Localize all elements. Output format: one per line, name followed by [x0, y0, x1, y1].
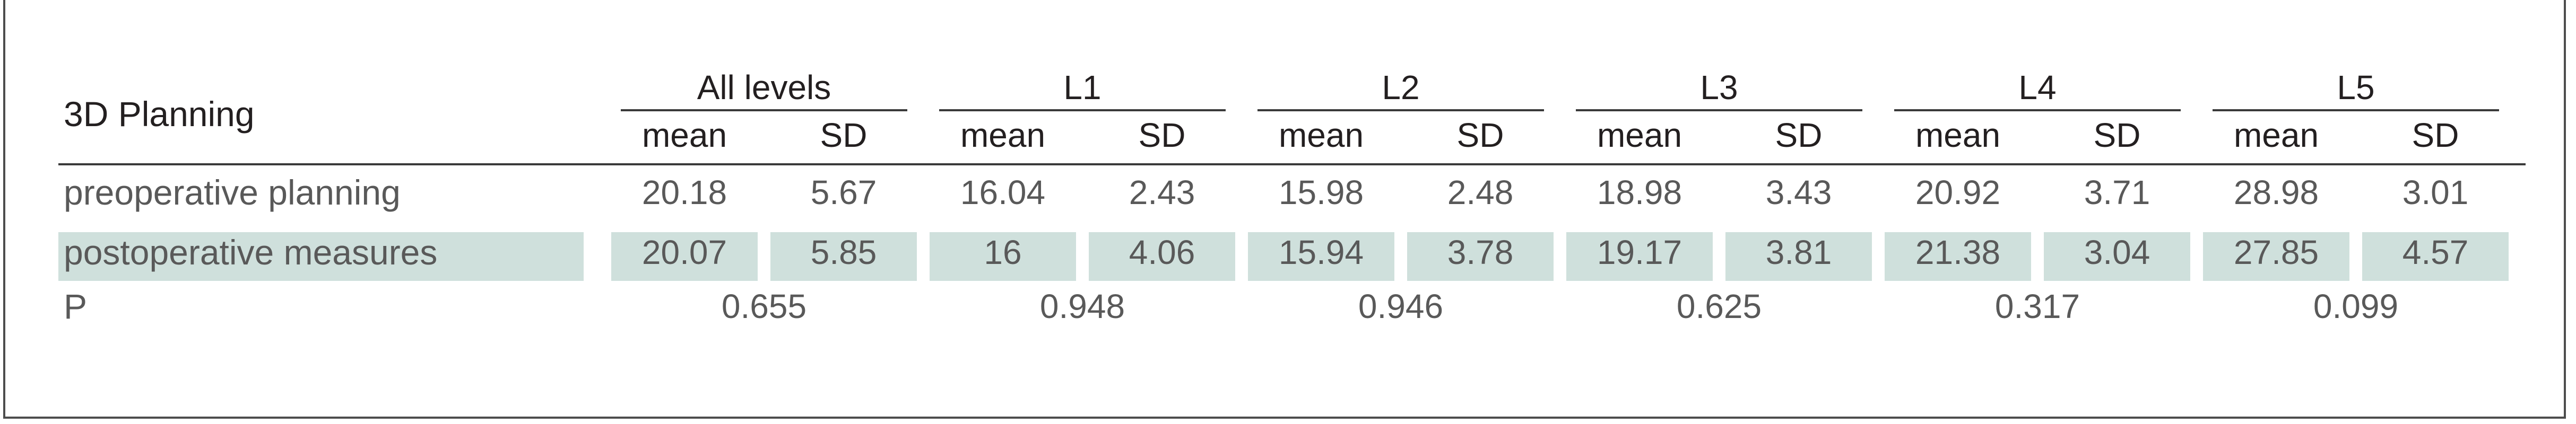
table-cell: 3.78 — [1447, 233, 1514, 271]
table-cell: 3.04 — [2084, 233, 2150, 271]
corner-label: 3D Planning — [64, 94, 255, 134]
p-value: 0.948 — [1039, 287, 1125, 325]
row-shade-cell — [2362, 232, 2509, 281]
group-underline — [2213, 109, 2499, 111]
subheader: mean — [641, 116, 727, 154]
table-cell: 15.98 — [1278, 173, 1364, 211]
table-frame — [3, 0, 2566, 419]
table-cell: 27.85 — [2233, 233, 2319, 271]
group-header: All levels — [697, 68, 831, 107]
group-header: L5 — [2337, 68, 2375, 107]
subheader: SD — [2412, 116, 2459, 154]
p-value: 0.099 — [2313, 287, 2399, 325]
p-value: 0.625 — [1676, 287, 1762, 325]
row-shade-cell — [1566, 232, 1713, 281]
group-underline — [1576, 109, 1862, 111]
row-shade-cell — [2044, 232, 2190, 281]
subheader: SD — [820, 116, 868, 154]
subheader: mean — [1915, 116, 2001, 154]
table-cell: 2.48 — [1447, 173, 1514, 211]
group-header: L3 — [1700, 68, 1738, 107]
row-label: preoperative planning — [64, 172, 401, 212]
group-header: L4 — [2018, 68, 2057, 107]
table-cell: 20.07 — [641, 233, 727, 271]
table-cell: 4.57 — [2402, 233, 2469, 271]
row-shade-cell — [930, 232, 1076, 281]
row-shade-cell — [1725, 232, 1872, 281]
subheader: mean — [2233, 116, 2319, 154]
table-cell: 28.98 — [2233, 173, 2319, 211]
subheader: SD — [2093, 116, 2141, 154]
table-cell: 15.94 — [1278, 233, 1364, 271]
group-underline — [1257, 109, 1544, 111]
table-cell: 3.43 — [1765, 173, 1832, 211]
table-cell: 19.17 — [1597, 233, 1682, 271]
table-cell: 20.18 — [641, 173, 727, 211]
table-cell: 5.67 — [810, 173, 877, 211]
table-cell: 16 — [984, 233, 1022, 271]
header-bottom-rule — [58, 163, 2526, 165]
group-underline — [939, 109, 1226, 111]
table-cell: 2.43 — [1129, 173, 1195, 211]
subheader: SD — [1138, 116, 1186, 154]
row-shade-cell — [611, 232, 758, 281]
table-cell: 20.92 — [1915, 173, 2001, 211]
table-cell: 16.04 — [960, 173, 1046, 211]
p-value: 0.946 — [1358, 287, 1444, 325]
row-shade-cell — [770, 232, 917, 281]
row-shade-cell — [1885, 232, 2031, 281]
row-label: postoperative measures — [64, 233, 438, 272]
table-cell: 3.01 — [2402, 173, 2469, 211]
row-shade-cell — [1407, 232, 1554, 281]
p-value: 0.317 — [1994, 287, 2080, 325]
table-cell: 5.85 — [810, 233, 877, 271]
subheader: SD — [1456, 116, 1504, 154]
group-underline — [621, 109, 907, 111]
group-header: L2 — [1382, 68, 1420, 107]
group-header: L1 — [1063, 68, 1101, 107]
table-cell: 18.98 — [1597, 173, 1682, 211]
subheader: mean — [1278, 116, 1364, 154]
subheader: mean — [960, 116, 1046, 154]
row-shade-label — [58, 232, 584, 281]
subheader: mean — [1597, 116, 1682, 154]
p-value: 0.655 — [721, 287, 807, 325]
table-cell: 21.38 — [1915, 233, 2001, 271]
table-cell: 3.71 — [2084, 173, 2150, 211]
row-shade-cell — [1089, 232, 1235, 281]
subheader: SD — [1775, 116, 1823, 154]
row-shade-cell — [2203, 232, 2349, 281]
table-cell: 4.06 — [1129, 233, 1195, 271]
table-cell: 3.81 — [1765, 233, 1832, 271]
group-underline — [1894, 109, 2181, 111]
row-shade-cell — [1248, 232, 1394, 281]
row-label: P — [64, 286, 88, 326]
